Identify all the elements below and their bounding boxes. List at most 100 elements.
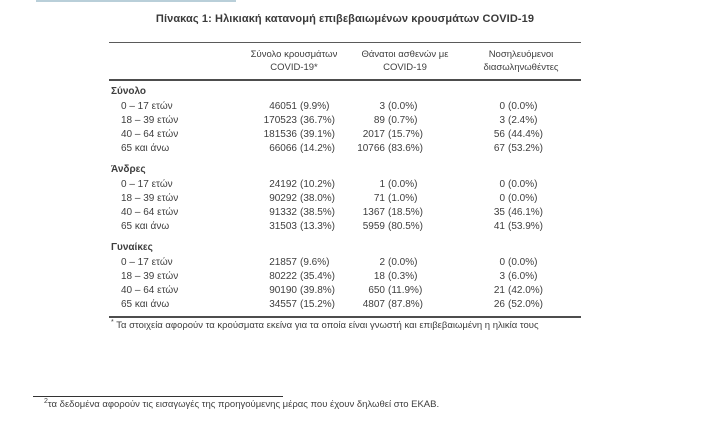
intubated-cell: 41 (53.9%) bbox=[461, 220, 581, 234]
intubated-cell: 35 (46.1%) bbox=[461, 206, 581, 220]
table-header-rule bbox=[109, 79, 581, 81]
table-row: 0 – 17 ετών 46051 (9.9%) 3 (0.0%) 0 (0.0%) bbox=[109, 100, 581, 114]
cell-percent: (13.3%) bbox=[300, 221, 336, 232]
row-label: 65 και άνω bbox=[121, 299, 170, 310]
cell-percent: (10.2%) bbox=[300, 179, 336, 190]
intubated-cell: 0 (0.0%) bbox=[461, 178, 581, 192]
intubated-cell: 3 (6.0%) bbox=[461, 270, 581, 284]
row-label: 18 – 39 ετών bbox=[121, 115, 179, 126]
cell-percent: (44.4%) bbox=[508, 129, 544, 140]
header-cell-cases: Σύνολο κρουσμάτων COVID-19* bbox=[239, 49, 349, 74]
cell-count: 5959 bbox=[362, 221, 385, 232]
deaths-cell: 5959 (80.5%) bbox=[349, 220, 461, 234]
header-cases-line2: COVID-19* bbox=[270, 61, 318, 73]
cell-count: 21 bbox=[493, 285, 505, 296]
cell-percent: (0.0%) bbox=[508, 257, 538, 268]
section-label: Άνδρες bbox=[111, 164, 146, 175]
cell-count: 41 bbox=[493, 221, 505, 232]
cell-percent: (35.4%) bbox=[300, 271, 336, 282]
cell-percent: (42.0%) bbox=[508, 285, 544, 296]
table-row: 65 και άνω 31503 (13.3%) 5959 (80.5%) 41 (53.9… bbox=[109, 220, 581, 234]
cases-cell: 91332 (38.5%) bbox=[239, 206, 349, 220]
header-cell-empty bbox=[109, 49, 239, 74]
table-row: 18 – 39 ετών 170523 (36.7%) 89 (0.7%) 3 (2.4%) bbox=[109, 114, 581, 128]
cell-count: 35 bbox=[493, 207, 505, 218]
cases-cell: 181536 (39.1%) bbox=[239, 128, 349, 142]
cell-count: 91332 bbox=[269, 207, 297, 218]
header-cases-line1: Σύνολο κρουσμάτων bbox=[250, 49, 338, 60]
cases-cell: 90292 (38.0%) bbox=[239, 192, 349, 206]
table-row: 18 – 39 ετών 80222 (35.4%) 18 (0.3%) 3 (6.0%) bbox=[109, 270, 581, 284]
intubated-cell: 3 (2.4%) bbox=[461, 114, 581, 128]
cell-count: 24192 bbox=[269, 179, 297, 190]
row-label: 40 – 64 ετών bbox=[121, 129, 179, 140]
table-row: 65 και άνω 66066 (14.2%) 10766 (83.6%) 67 (53.… bbox=[109, 142, 581, 156]
table-row: 40 – 64 ετών 181536 (39.1%) 2017 (15.7%) 56 (4… bbox=[109, 128, 581, 142]
cell-count: 34557 bbox=[269, 299, 297, 310]
cell-percent: (0.0%) bbox=[508, 101, 538, 112]
table-section: Σύνολο 0 – 17 ετών 46051 (9.9%) 3 (0.0%) 0 (0.0… bbox=[109, 84, 581, 156]
cell-percent: (9.6%) bbox=[300, 257, 330, 268]
cell-percent: (2.4%) bbox=[508, 115, 538, 126]
table-footnote: * Τα στοιχεία αφορούν τα κρούσματα εκείν… bbox=[109, 318, 581, 335]
cell-percent: (0.0%) bbox=[508, 179, 538, 190]
intubated-cell: 21 (42.0%) bbox=[461, 284, 581, 298]
cases-cell: 170523 (36.7%) bbox=[239, 114, 349, 128]
cell-percent: (53.2%) bbox=[508, 143, 544, 154]
cell-percent: (87.8%) bbox=[388, 299, 424, 310]
section-label: Σύνολο bbox=[111, 86, 147, 97]
cell-count: 181536 bbox=[263, 129, 297, 140]
cell-percent: (39.8%) bbox=[300, 285, 336, 296]
cell-percent: (1.0%) bbox=[388, 193, 418, 204]
cell-percent: (39.1%) bbox=[300, 129, 336, 140]
cell-count: 170523 bbox=[263, 115, 297, 126]
cell-count: 90190 bbox=[269, 285, 297, 296]
table-top-rule bbox=[109, 42, 581, 43]
cell-percent: (0.0%) bbox=[388, 257, 418, 268]
row-label: 0 – 17 ετών bbox=[121, 101, 173, 112]
cell-count: 1367 bbox=[362, 207, 385, 218]
header-intubated-line1: Νοσηλευόμενοι bbox=[488, 49, 554, 60]
deaths-cell: 18 (0.3%) bbox=[349, 270, 461, 284]
table-title: Πίνακας 1: Ηλικιακή κατανομή επιβεβαιωμέ… bbox=[155, 13, 535, 25]
cell-count: 0 bbox=[499, 179, 505, 190]
cell-count: 0 bbox=[499, 193, 505, 204]
table-row: 18 – 39 ετών 90292 (38.0%) 71 (1.0%) 0 (0.0%) bbox=[109, 192, 581, 206]
cell-count: 2017 bbox=[362, 129, 385, 140]
cell-percent: (38.0%) bbox=[300, 193, 336, 204]
cell-percent: (0.0%) bbox=[388, 179, 418, 190]
table-row: 65 και άνω 34557 (15.2%) 4807 (87.8%) 26 (52.0… bbox=[109, 298, 581, 312]
table-section: Γυναίκες 0 – 17 ετών 21857 (9.6%) 2 (0.0%) 0 (0… bbox=[109, 234, 581, 312]
row-label: 0 – 17 ετών bbox=[121, 179, 173, 190]
page-footnote: 2τα δεδομένα αφορούν τις εισαγωγές της π… bbox=[44, 398, 440, 410]
row-label: 0 – 17 ετών bbox=[121, 257, 173, 268]
deaths-cell: 71 (1.0%) bbox=[349, 192, 461, 206]
table-footnote-marker: * bbox=[111, 318, 114, 326]
cell-count: 1 bbox=[379, 179, 385, 190]
cell-percent: (46.1%) bbox=[508, 207, 544, 218]
cases-cell: 46051 (9.9%) bbox=[239, 100, 349, 114]
cell-count: 56 bbox=[493, 129, 505, 140]
cell-count: 26 bbox=[493, 299, 505, 310]
cases-cell: 90190 (39.8%) bbox=[239, 284, 349, 298]
intubated-cell: 0 (0.0%) bbox=[461, 192, 581, 206]
cell-count: 31503 bbox=[269, 221, 297, 232]
cell-percent: (0.0%) bbox=[388, 101, 418, 112]
cell-percent: (36.7%) bbox=[300, 115, 336, 126]
cases-cell: 34557 (15.2%) bbox=[239, 298, 349, 312]
cell-count: 90292 bbox=[269, 193, 297, 204]
cell-count: 0 bbox=[499, 101, 505, 112]
cases-cell: 66066 (14.2%) bbox=[239, 142, 349, 156]
table-footnote-text: Τα στοιχεία αφορούν τα κρούσματα εκείνα … bbox=[116, 320, 539, 331]
cell-count: 3 bbox=[499, 271, 505, 282]
cell-percent: (15.2%) bbox=[300, 299, 336, 310]
row-label: 18 – 39 ετών bbox=[121, 193, 179, 204]
row-label: 18 – 39 ετών bbox=[121, 271, 179, 282]
cell-count: 66066 bbox=[269, 143, 297, 154]
cell-percent: (6.0%) bbox=[508, 271, 538, 282]
header-cell-intubated: Νοσηλευόμενοι διασωληνωθέντες bbox=[461, 49, 581, 74]
page-footnote-text: τα δεδομένα αφορούν τις εισαγωγές της πρ… bbox=[47, 399, 440, 410]
cell-count: 2 bbox=[379, 257, 385, 268]
covid-age-table: Σύνολο κρουσμάτων COVID-19* Θάνατοι ασθε… bbox=[109, 42, 581, 335]
